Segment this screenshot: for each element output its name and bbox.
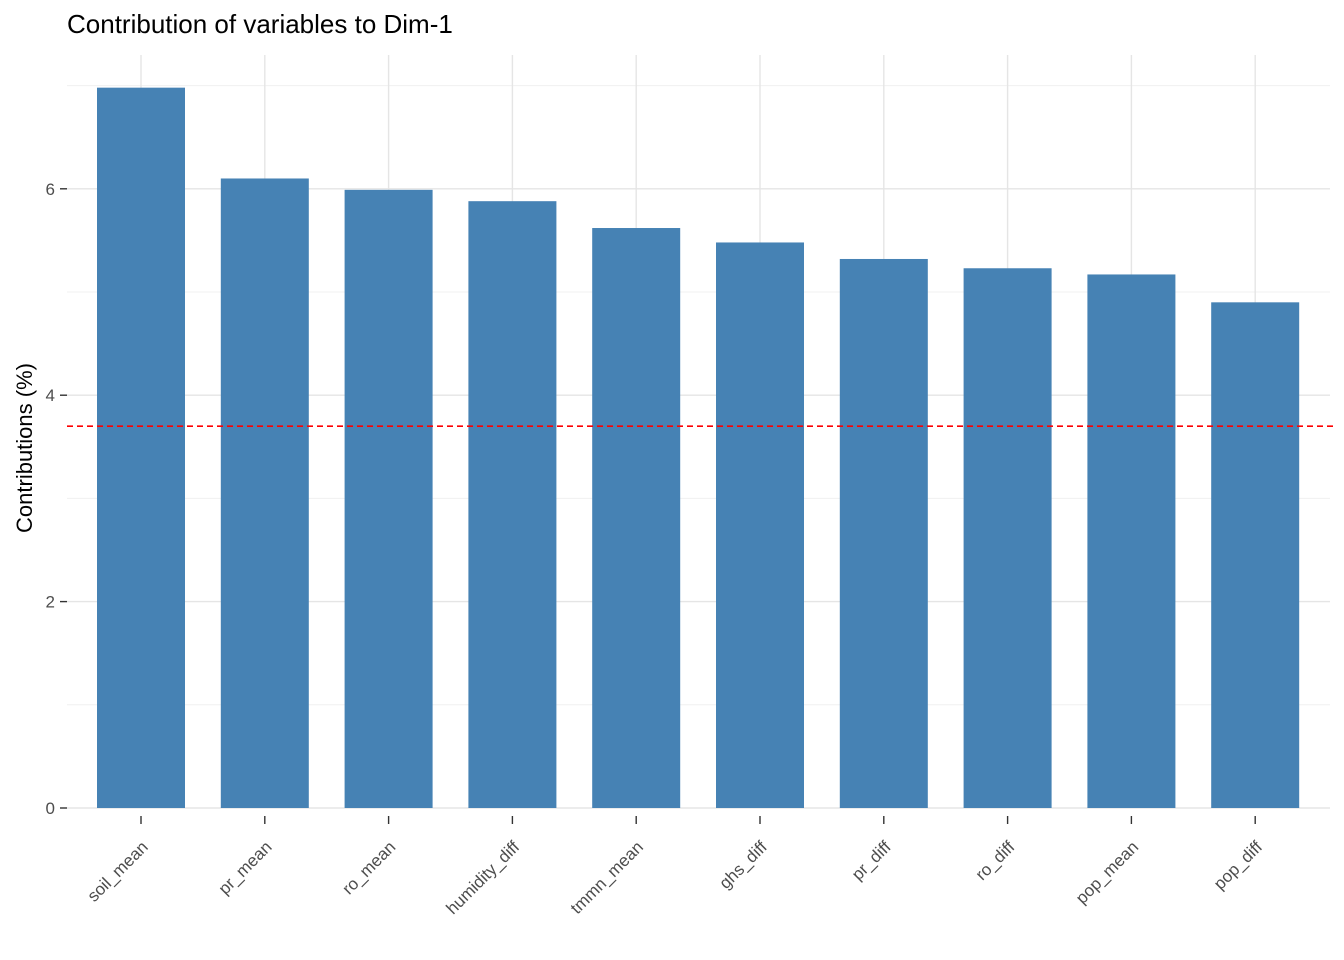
x-tick-label: humidity_diff xyxy=(443,837,524,918)
bar-pr-mean xyxy=(220,178,309,809)
y-tick-label: 2 xyxy=(46,593,55,612)
y-tick-label: 6 xyxy=(46,180,55,199)
x-tick-label: ghs_diff xyxy=(716,837,772,893)
y-axis-label: Contributions (%) xyxy=(12,363,37,533)
bar-humidity-diff xyxy=(468,201,557,808)
x-tick-label: pr_diff xyxy=(848,837,895,884)
bars xyxy=(97,87,1300,809)
bar-ghs-diff xyxy=(716,242,804,809)
bar-ro-diff xyxy=(963,268,1052,808)
x-axis: soil_mean pr_mean ro_mean humidity_diff tmmn… xyxy=(84,816,1266,918)
x-tick-label: pop_mean xyxy=(1072,837,1142,907)
bar-pop-mean xyxy=(1087,274,1176,808)
x-tick-label: ro_mean xyxy=(339,837,400,898)
x-tick-label: pr_mean xyxy=(215,837,276,898)
x-tick-label: tmmn_mean xyxy=(567,837,647,917)
bar-tmmn-mean xyxy=(592,228,681,809)
bar-pop-diff xyxy=(1211,302,1300,808)
y-tick-label: 0 xyxy=(46,799,55,818)
y-axis: 0 2 4 6 xyxy=(46,180,67,818)
bar-soil-mean xyxy=(97,87,185,808)
x-tick-label: ro_diff xyxy=(972,837,1019,884)
bar-pr-diff xyxy=(839,258,928,808)
x-tick-label: soil_mean xyxy=(84,837,152,905)
x-tick-label: pop_diff xyxy=(1210,837,1266,893)
chart-title: Contribution of variables to Dim-1 xyxy=(67,9,453,39)
bar-ro-mean xyxy=(344,189,433,808)
y-tick-label: 4 xyxy=(46,386,55,405)
